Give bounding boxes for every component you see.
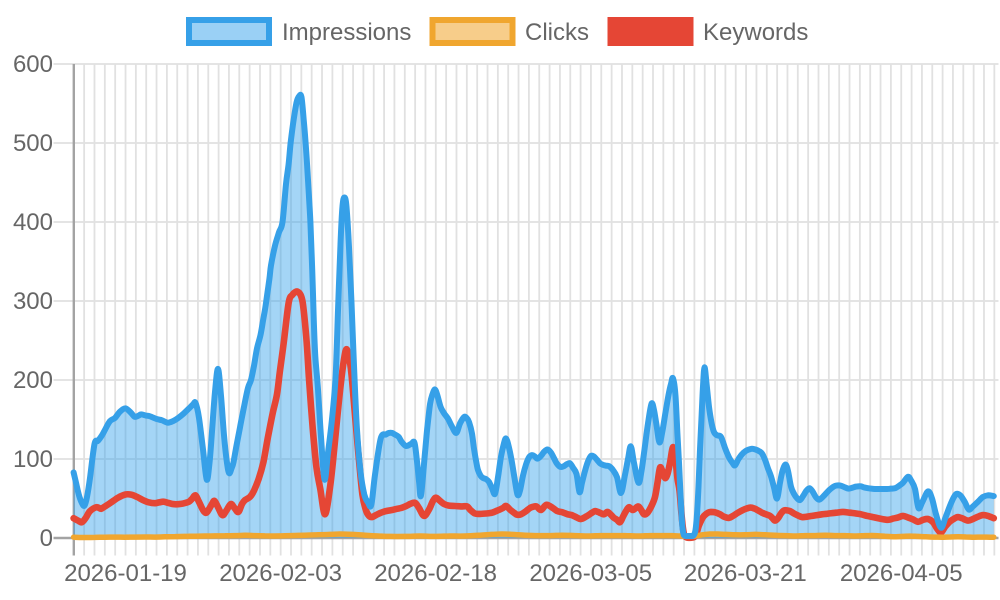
svg-text:Keywords: Keywords [703, 19, 808, 46]
svg-text:600: 600 [13, 51, 53, 78]
svg-text:2026-02-03: 2026-02-03 [219, 560, 342, 587]
svg-text:2026-03-05: 2026-03-05 [529, 560, 652, 587]
svg-text:2026-02-18: 2026-02-18 [374, 560, 497, 587]
svg-text:Clicks: Clicks [525, 19, 589, 46]
svg-text:2026-04-05: 2026-04-05 [840, 560, 963, 587]
svg-text:2026-01-19: 2026-01-19 [64, 560, 187, 587]
svg-text:300: 300 [13, 288, 53, 315]
svg-text:0: 0 [40, 525, 53, 552]
svg-text:Impressions: Impressions [282, 19, 411, 46]
svg-text:100: 100 [13, 446, 53, 473]
svg-text:500: 500 [13, 130, 53, 157]
svg-text:2026-03-21: 2026-03-21 [684, 560, 807, 587]
svg-text:400: 400 [13, 209, 53, 236]
svg-text:200: 200 [13, 367, 53, 394]
